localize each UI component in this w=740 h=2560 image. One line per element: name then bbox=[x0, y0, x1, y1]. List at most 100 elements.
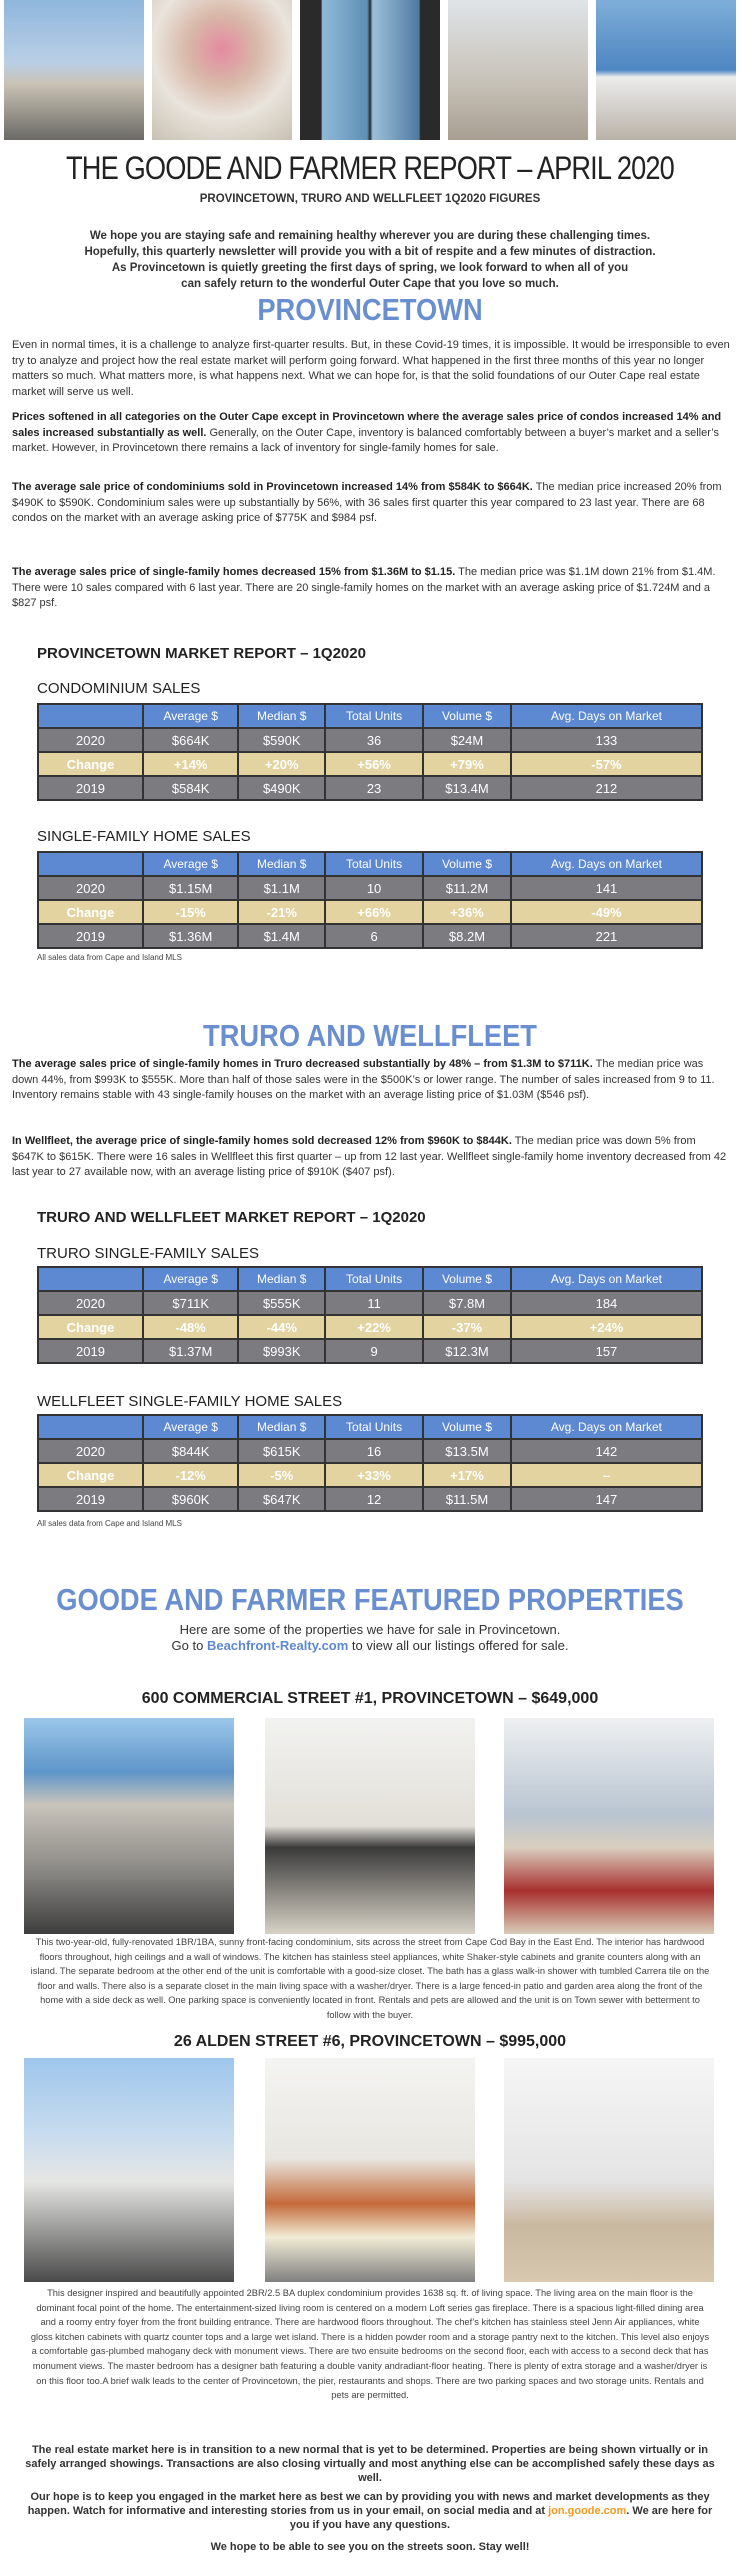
featured-line: Here are some of the properties we have … bbox=[179, 1622, 561, 1637]
table-cell: +33% bbox=[324, 1462, 425, 1488]
table-cell: $24M bbox=[422, 727, 512, 753]
table-cell: +24% bbox=[509, 1314, 704, 1340]
property-1-description: This two-year-old, fully-renovated 1BR/1… bbox=[30, 1937, 710, 2020]
table-cell: -12% bbox=[141, 1462, 240, 1488]
table-row: 2020 $711K $555K 11 $7.8M 184 bbox=[37, 1290, 704, 1316]
text: The median price was down 5% from $647K … bbox=[12, 1135, 727, 1178]
ptown-paragraph-4: The average sales price of single-family… bbox=[12, 565, 730, 612]
table-cell: -48% bbox=[141, 1314, 240, 1340]
table-cell: +22% bbox=[324, 1314, 425, 1340]
column-header: Volume $ bbox=[422, 1266, 512, 1292]
column-header: Average $ bbox=[141, 1414, 240, 1440]
condo-sales-table: Average $ Median $ Total Units Volume $ Avg.… bbox=[37, 703, 704, 801]
table-cell: -49% bbox=[509, 899, 704, 925]
column-header: Median $ bbox=[237, 1266, 327, 1292]
table-cell: 11 bbox=[324, 1290, 425, 1316]
property-2-photo-deck-monument bbox=[24, 2058, 234, 2282]
row-label: Change bbox=[37, 899, 144, 925]
row-label: 2019 bbox=[37, 1338, 144, 1364]
mls-note: All sales data from Cape and Island MLS bbox=[37, 1519, 182, 1528]
condo-table-title: CONDOMINIUM SALES bbox=[37, 680, 201, 697]
beachfront-realty-link[interactable]: Beachfront-Realty.com bbox=[206, 1638, 349, 1653]
table-row: Change -12% -5% +33% +17% – bbox=[37, 1462, 704, 1488]
table-row: Change -15% -21% +66% +36% -49% bbox=[37, 899, 704, 925]
table-cell: +14% bbox=[141, 751, 240, 777]
text: The median price was $1.1M down 21% from… bbox=[12, 566, 716, 609]
truro-single-family-table: Average $ Median $ Total Units Volume $ Avg.… bbox=[37, 1266, 704, 1364]
table-cell: $13.4M bbox=[422, 775, 512, 801]
text: Our hope is to keep you engaged in the m… bbox=[27, 2491, 710, 2517]
row-label: Change bbox=[37, 1462, 144, 1488]
table-row: 2020 $1.15M $1.1M 10 $11.2M 141 bbox=[37, 875, 704, 901]
column-header: Average $ bbox=[141, 1266, 240, 1292]
column-header: Avg. Days on Market bbox=[509, 851, 704, 877]
bold-lead: Prices softened in all categories on the… bbox=[12, 411, 722, 439]
property-2-photo-kitchen bbox=[504, 2058, 714, 2282]
table-cell: $993K bbox=[237, 1338, 327, 1364]
intro-line: We hope you are staying safe and remaini… bbox=[89, 230, 651, 242]
row-label: 2020 bbox=[37, 727, 144, 753]
table-cell: 184 bbox=[509, 1290, 704, 1316]
truro-wellfleet-report-heading: TRURO AND WELLFLEET MARKET REPORT – 1Q20… bbox=[37, 1209, 426, 1226]
table-cell: 133 bbox=[509, 727, 704, 753]
table-cell: -15% bbox=[141, 899, 240, 925]
row-label: 2020 bbox=[37, 1290, 144, 1316]
table-cell: $11.2M bbox=[422, 875, 512, 901]
text: Go to bbox=[171, 1638, 207, 1653]
table-cell: $13.5M bbox=[422, 1438, 512, 1464]
row-label: 2019 bbox=[37, 923, 144, 949]
photo-living-room bbox=[448, 0, 588, 140]
table-cell: $11.5M bbox=[422, 1486, 512, 1512]
ptown-single-family-table: Average $ Median $ Total Units Volume $ Avg.… bbox=[37, 851, 704, 949]
table-row: 2019 $1.37M $993K 9 $12.3M 157 bbox=[37, 1338, 704, 1364]
table-cell: $1.37M bbox=[141, 1338, 240, 1364]
table-cell: 221 bbox=[509, 923, 704, 949]
table-cell: $1.4M bbox=[237, 923, 327, 949]
column-header: Volume $ bbox=[422, 851, 512, 877]
ptown-sf-table-title: SINGLE-FAMILY HOME SALES bbox=[37, 828, 251, 845]
property-2-description: This designer inspired and beautifully a… bbox=[30, 2288, 710, 2401]
table-row: 2019 $1.36M $1.4M 6 $8.2M 221 bbox=[37, 923, 704, 949]
table-cell: 147 bbox=[509, 1486, 704, 1512]
table-row: 2020 $664K $590K 36 $24M 133 bbox=[37, 727, 704, 753]
report-subtitle: PROVINCETOWN, TRURO AND WELLFLEET 1Q2020… bbox=[199, 193, 541, 205]
table-row: 2020 $844K $615K 16 $13.5M 142 bbox=[37, 1438, 704, 1464]
featured-heading: GOODE AND FARMER FEATURED PROPERTIES bbox=[56, 1582, 684, 1617]
photo-deck-ocean bbox=[596, 0, 736, 140]
table-row: Change +14% +20% +56% +79% -57% bbox=[37, 751, 704, 777]
text: . We are here for you if you have any qu… bbox=[289, 2505, 713, 2531]
table-cell: 23 bbox=[324, 775, 425, 801]
table-cell: $12.3M bbox=[422, 1338, 512, 1364]
column-header: Total Units bbox=[324, 1266, 425, 1292]
intro-line: Hopefully, this quarterly newsletter wil… bbox=[84, 246, 656, 258]
ptown-paragraph-1: Even in normal times, it is a challenge … bbox=[12, 339, 730, 398]
table-cell: -44% bbox=[237, 1314, 327, 1340]
table-cell: -5% bbox=[237, 1462, 327, 1488]
table-cell: +36% bbox=[422, 899, 512, 925]
provincetown-heading: PROVINCETOWN bbox=[257, 292, 483, 327]
column-header: Volume $ bbox=[422, 1414, 512, 1440]
table-cell: $7.8M bbox=[422, 1290, 512, 1316]
table-row: Change -48% -44% +22% -37% +24% bbox=[37, 1314, 704, 1340]
wellfleet-paragraph: In Wellfleet, the average price of singl… bbox=[12, 1134, 730, 1181]
truro-table-title: TRURO SINGLE-FAMILY SALES bbox=[37, 1245, 260, 1262]
row-label: 2020 bbox=[37, 1438, 144, 1464]
ptown-paragraph-3: The average sale price of condominiums s… bbox=[12, 480, 730, 527]
table-cell: +56% bbox=[324, 751, 425, 777]
table-cell: 141 bbox=[509, 875, 704, 901]
footer-paragraph-3: We hope to be able to see you on the str… bbox=[210, 2541, 530, 2553]
table-cell: $1.36M bbox=[141, 923, 240, 949]
jon-goode-link[interactable]: jon.goode.com bbox=[548, 2505, 627, 2517]
wellfleet-table-title: WELLFLEET SINGLE-FAMILY HOME SALES bbox=[37, 1393, 343, 1410]
bold-lead: The average sales price of single-family… bbox=[12, 566, 456, 578]
bold-lead: The average sales price of single-family… bbox=[12, 1058, 593, 1070]
row-label: 2019 bbox=[37, 775, 144, 801]
photo-tulips bbox=[152, 0, 292, 140]
report-title: THE GOODE AND FARMER REPORT – APRIL 2020 bbox=[66, 150, 675, 186]
table-cell: – bbox=[509, 1462, 704, 1488]
table-cell: $590K bbox=[237, 727, 327, 753]
intro-line: As Provincetown is quietly greeting the … bbox=[111, 262, 629, 274]
truro-wellfleet-heading: TRURO AND WELLFLEET bbox=[203, 1018, 537, 1053]
column-header bbox=[37, 851, 144, 877]
table-cell: 36 bbox=[324, 727, 425, 753]
